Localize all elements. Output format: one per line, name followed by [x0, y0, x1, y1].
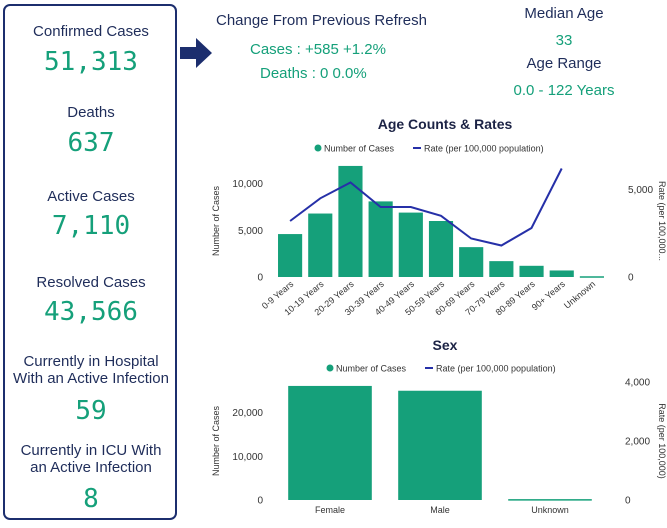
bar — [398, 390, 482, 500]
sex-chart: Number of Cases Rate (per 100,000 populat… — [211, 364, 667, 516]
bar — [489, 261, 514, 277]
kpi-panel — [3, 4, 177, 520]
y-tick-label: 0 — [257, 273, 263, 284]
y2-tick-label: 2,000 — [625, 437, 650, 448]
sex-chart-title: Sex — [432, 337, 458, 353]
arrow-right-icon — [180, 38, 212, 68]
change-cases: Cases : +585 +1.2% — [250, 41, 386, 58]
y2-tick-label: 4,000 — [625, 378, 650, 389]
kpi-active-label: Active Cases — [47, 188, 135, 205]
y2-tick-label: 0 — [628, 273, 634, 284]
kpi-deaths-label: Deaths — [67, 104, 115, 121]
x-tick-label: Unknown — [562, 279, 597, 311]
x-tick-label: Male — [430, 505, 450, 515]
legend-rate-label: Rate (per 100,000 population) — [424, 144, 544, 154]
kpi-resolved-value: 43,566 — [44, 297, 138, 327]
x-tick-label: Unknown — [531, 505, 569, 515]
kpi-resolved-label: Resolved Cases — [36, 274, 146, 291]
legend-cases-label: Number of Cases — [324, 144, 395, 154]
y2-tick-label: 5,000 — [628, 185, 653, 196]
age-chart: Number of Cases Rate (per 100,000 populat… — [211, 144, 667, 318]
y-tick-label: 20,000 — [232, 408, 263, 419]
y-tick-label: 10,000 — [232, 179, 263, 190]
bar — [459, 247, 484, 277]
kpi-confirmed-label: Confirmed Cases — [33, 23, 149, 40]
kpi-deaths-value: 637 — [67, 128, 115, 158]
bar — [549, 270, 574, 277]
x-tick-label: 90+ Years — [530, 279, 568, 313]
bar — [368, 201, 393, 277]
bar — [398, 212, 423, 277]
rate-line — [289, 168, 563, 247]
bar — [338, 165, 363, 277]
kpi-hospital-value: 59 — [75, 396, 107, 426]
change-deaths: Deaths : 0 0.0% — [260, 65, 367, 82]
kpi-active-value: 7,110 — [51, 211, 131, 241]
kpi-icu-label-line1: Currently in ICU With — [20, 442, 162, 459]
kpi-icu-value: 8 — [83, 484, 99, 514]
y-axis-label: Number of Cases — [211, 185, 221, 256]
bar — [579, 276, 604, 278]
y-tick-label: 10,000 — [232, 452, 263, 463]
bar — [278, 234, 303, 277]
median-age-label: Median Age — [524, 5, 604, 22]
y-tick-label: 5,000 — [238, 226, 263, 237]
median-age-value: 33 — [555, 32, 573, 49]
age-chart-title: Age Counts & Rates — [377, 116, 513, 132]
age-range-label: Age Range — [526, 55, 602, 72]
change-title: Change From Previous Refresh — [216, 12, 427, 29]
kpi-hospital-label-line1: Currently in Hospital — [23, 353, 159, 370]
legend-cases-marker — [314, 144, 322, 152]
legend-rate-label: Rate (per 100,000 population) — [436, 364, 556, 374]
y-axis-label: Number of Cases — [211, 405, 221, 476]
age-range-value: 0.0 - 122 Years — [513, 82, 615, 99]
y2-axis-label: Rate (per 100,000... — [657, 181, 667, 261]
bar — [428, 221, 454, 277]
bar — [519, 265, 544, 277]
x-tick-label: Female — [315, 505, 345, 515]
legend-cases-label: Number of Cases — [336, 364, 407, 374]
bar — [308, 213, 333, 277]
y-tick-label: 0 — [257, 496, 263, 507]
bar — [288, 385, 372, 500]
legend-cases-marker — [326, 364, 334, 372]
bar — [508, 499, 592, 501]
y2-tick-label: 0 — [625, 496, 631, 507]
kpi-confirmed-value: 51,313 — [44, 47, 138, 77]
y2-axis-label: Rate (per 100,000) — [657, 403, 667, 479]
kpi-icu-label-line2: an Active Infection — [30, 459, 152, 476]
kpi-hospital-label-line2: With an Active Infection — [13, 370, 169, 387]
